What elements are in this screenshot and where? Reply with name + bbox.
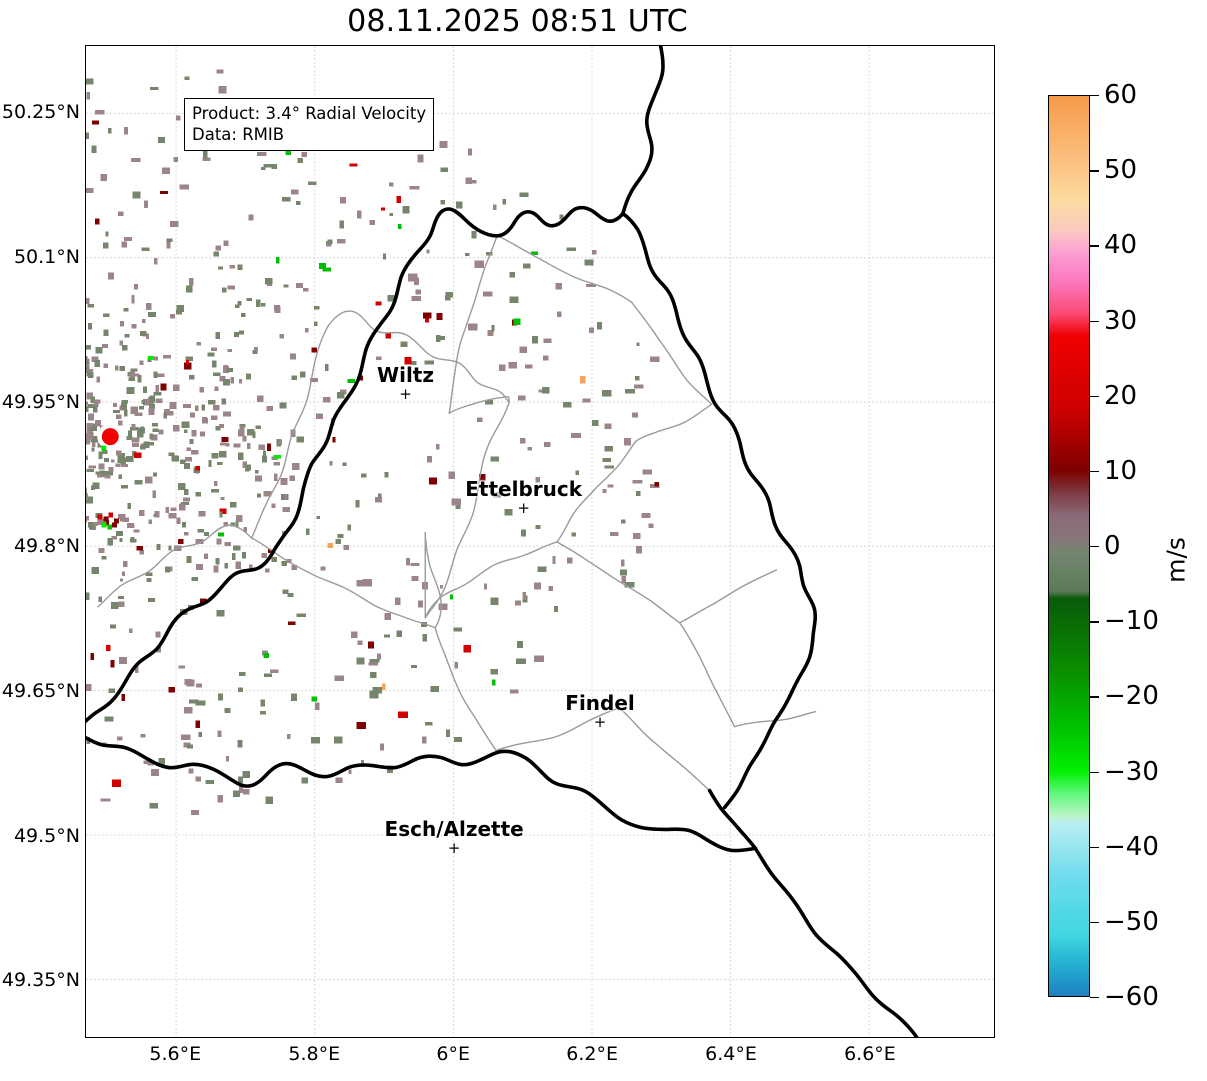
colorbar-tick-mark [1090, 771, 1099, 773]
city-label-findel: Findel + [565, 691, 635, 730]
info-product-line: Product: 3.4° Radial Velocity [192, 104, 427, 123]
colorbar-tick-label: −50 [1104, 906, 1159, 937]
city-marker-icon: + [517, 499, 530, 518]
colorbar-tick-mark [1090, 95, 1099, 97]
colorbar-gradient [1049, 96, 1089, 996]
colorbar[interactable] [1048, 95, 1090, 997]
colorbar-tick-label: −40 [1104, 831, 1159, 862]
x-axis-tick-label: 5.6°E [149, 1043, 202, 1065]
colorbar-unit-label: m/s [1161, 537, 1191, 583]
colorbar-tick-label: 30 [1104, 305, 1138, 336]
x-axis-tick-label: 6.2°E [566, 1043, 618, 1065]
colorbar-tick-label: 20 [1104, 380, 1138, 411]
city-label-ettelbruck: Ettelbruck + [465, 477, 582, 516]
city-label-wiltz: Wiltz + [377, 363, 434, 402]
colorbar-tick-label: 60 [1104, 80, 1138, 110]
x-axis-tick-label: 6°E [436, 1043, 470, 1065]
colorbar-tick-label: −10 [1104, 606, 1159, 637]
map-gridlines [86, 46, 994, 1037]
city-marker-icon: + [593, 713, 607, 732]
y-axis-tick-label: 50.1°N [13, 246, 80, 269]
x-axis-tick-label: 5.8°E [288, 1043, 341, 1065]
city-name: Ettelbruck [465, 477, 583, 502]
radar-echo-layer [86, 69, 660, 816]
colorbar-tick-label: 0 [1104, 531, 1121, 561]
radar-map-plot[interactable]: Product: 3.4° Radial Velocity Data: RMIB… [85, 45, 995, 1038]
colorbar-tick-label: 10 [1104, 455, 1138, 486]
colorbar-tick-mark [1090, 395, 1099, 398]
colorbar-tick-mark [1090, 170, 1099, 172]
colorbar-tick-label: 50 [1104, 155, 1138, 186]
colorbar-tick-mark [1090, 320, 1099, 322]
colorbar-tick-label: 40 [1104, 230, 1138, 261]
y-axis-tick-label: 49.95°N [1, 390, 80, 413]
colorbar-tick-mark [1090, 546, 1099, 548]
city-name: Findel [565, 691, 635, 716]
canton-borders [97, 234, 817, 792]
city-marker-icon: + [399, 385, 412, 404]
colorbar-tick-label: −60 [1104, 982, 1159, 1012]
map-canvas [86, 46, 994, 1037]
colorbar-tick-mark [1090, 846, 1099, 849]
colorbar-tick-mark [1090, 470, 1099, 473]
y-axis-tick-label: 49.8°N [13, 535, 80, 558]
city-name: Wiltz [377, 363, 435, 388]
page-title: 08.11.2025 08:51 UTC [347, 4, 688, 39]
x-axis-tick-label: 6.4°E [705, 1043, 757, 1065]
colorbar-tick-mark [1090, 245, 1099, 247]
y-axis-tick-label: 49.35°N [1, 969, 80, 992]
y-axis-tick-label: 50.25°N [1, 101, 80, 124]
colorbar-tick-label: −30 [1104, 756, 1159, 787]
colorbar-tick-mark [1090, 621, 1099, 623]
country-borders [86, 46, 919, 1037]
colorbar-tick-mark [1090, 921, 1099, 924]
city-name: Esch/Alzette [384, 817, 524, 842]
product-info-box: Product: 3.4° Radial Velocity Data: RMIB [184, 98, 435, 152]
y-axis-tick-label: 49.5°N [13, 824, 80, 847]
y-axis-tick-label: 49.65°N [1, 679, 80, 702]
radar-site-marker [101, 428, 119, 446]
info-data-line: Data: RMIB [192, 125, 285, 145]
colorbar-tick-label: −20 [1104, 681, 1159, 712]
colorbar-tick-mark [1090, 997, 1099, 999]
colorbar-tick-mark [1090, 696, 1099, 698]
city-label-esch-alzette: Esch/Alzette + [385, 817, 524, 856]
x-axis-tick-label: 6.6°E [844, 1043, 896, 1065]
city-marker-icon: + [447, 839, 461, 858]
